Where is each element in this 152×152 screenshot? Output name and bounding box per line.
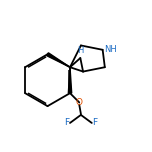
- Polygon shape: [47, 53, 70, 67]
- Text: O: O: [76, 98, 83, 107]
- Text: H: H: [77, 46, 83, 55]
- Polygon shape: [68, 67, 72, 93]
- Text: NH: NH: [104, 45, 117, 54]
- Text: F: F: [93, 118, 98, 127]
- Text: F: F: [64, 118, 69, 127]
